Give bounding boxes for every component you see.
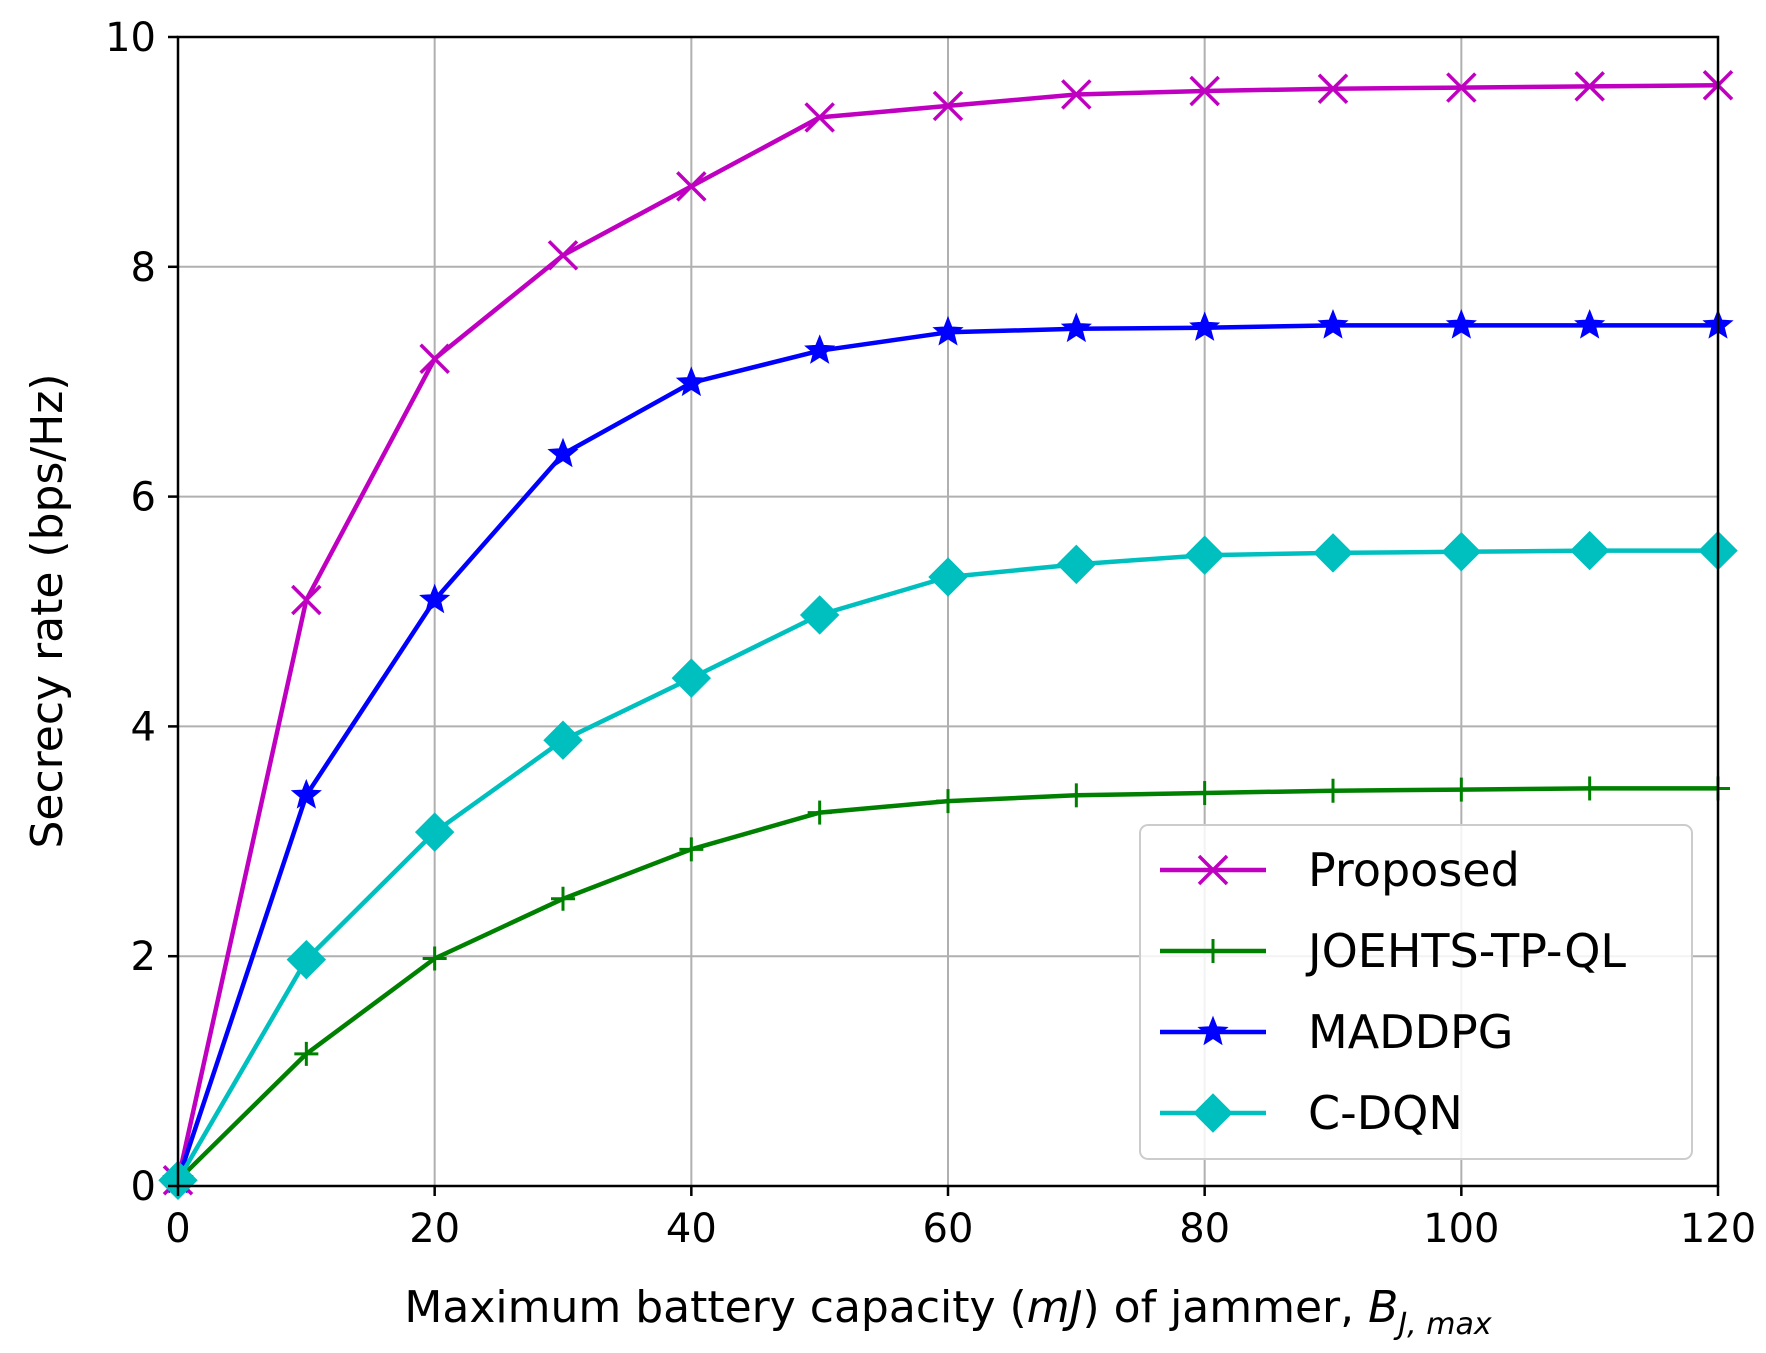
data-point-marker bbox=[547, 240, 579, 271]
data-point-marker bbox=[1060, 312, 1092, 343]
data-point-marker bbox=[551, 886, 575, 911]
data-point-marker bbox=[1321, 778, 1345, 803]
data-point-marker bbox=[419, 583, 451, 614]
data-point-marker bbox=[932, 315, 964, 346]
data-point-marker bbox=[928, 557, 968, 597]
legend-swatch-marker bbox=[1201, 939, 1225, 963]
legend-label: C-DQN bbox=[1308, 1086, 1463, 1140]
x-axis-label-unit: mJ bbox=[1027, 1282, 1083, 1333]
data-point-marker bbox=[1574, 71, 1605, 102]
x-tick-label: 120 bbox=[1680, 1206, 1756, 1252]
legend-swatch-marker bbox=[1197, 854, 1229, 886]
data-point-marker bbox=[932, 90, 964, 122]
legend-item: C-DQN bbox=[1160, 1086, 1463, 1140]
legend-label: Proposed bbox=[1308, 843, 1520, 897]
legend-swatch-marker bbox=[1193, 1093, 1233, 1133]
y-tick-label: 8 bbox=[131, 245, 156, 291]
x-tick-label: 100 bbox=[1423, 1206, 1499, 1252]
data-point-marker bbox=[1061, 79, 1092, 110]
data-point-marker bbox=[547, 437, 579, 468]
data-point-marker bbox=[291, 584, 322, 616]
data-point-marker bbox=[1064, 783, 1089, 808]
data-point-marker bbox=[1569, 530, 1610, 571]
legend-label: JOEHTS-TP-QL bbox=[1305, 924, 1626, 978]
data-point-marker bbox=[1184, 535, 1225, 575]
data-point-marker bbox=[1445, 309, 1477, 339]
data-point-marker bbox=[1189, 311, 1221, 341]
data-point-marker bbox=[1446, 72, 1477, 103]
data-point-marker bbox=[675, 366, 707, 397]
y-tick-label: 10 bbox=[105, 15, 156, 61]
data-point-marker bbox=[679, 837, 704, 862]
data-point-marker bbox=[804, 102, 835, 133]
y-tick-label: 0 bbox=[131, 1164, 156, 1210]
legend-box bbox=[1139, 824, 1693, 1160]
data-point-marker bbox=[936, 789, 960, 814]
data-point-marker bbox=[1441, 532, 1482, 572]
legend-swatch-marker bbox=[1197, 1015, 1229, 1046]
data-point-marker bbox=[1056, 544, 1097, 585]
y-axis-label: Secrecy rate (bps/Hz) bbox=[22, 373, 73, 848]
data-point-marker bbox=[422, 946, 447, 971]
series-joehts-tp-ql bbox=[166, 776, 1730, 1193]
x-tick-label: 20 bbox=[409, 1206, 460, 1252]
data-point-marker bbox=[286, 939, 327, 980]
data-point-marker bbox=[1317, 73, 1349, 104]
data-point-marker bbox=[1313, 533, 1353, 573]
data-point-marker bbox=[671, 658, 712, 698]
y-tick-label: 2 bbox=[131, 934, 156, 980]
data-point-marker bbox=[1189, 75, 1220, 107]
x-axis-label: Maximum battery capacity (mJ) of jammer,… bbox=[404, 1282, 1491, 1342]
series-layer bbox=[158, 70, 1738, 1200]
data-point-marker bbox=[1574, 309, 1606, 339]
data-point-marker bbox=[804, 334, 836, 364]
data-point-marker bbox=[294, 1041, 319, 1066]
data-point-marker bbox=[414, 812, 455, 852]
legend-item: MADDPG bbox=[1160, 1005, 1513, 1059]
y-tick-label: 6 bbox=[131, 475, 156, 521]
series-proposed bbox=[162, 70, 1734, 1196]
data-point-marker bbox=[799, 595, 840, 635]
x-axis-label-mid: ) of jammer, bbox=[1083, 1282, 1369, 1333]
x-axis-label-text: Maximum battery capacity ( bbox=[404, 1282, 1026, 1333]
data-point-marker bbox=[543, 720, 583, 760]
x-axis-label-subscript: J, max bbox=[1393, 1307, 1492, 1342]
data-point-marker bbox=[1317, 309, 1349, 339]
x-tick-label: 40 bbox=[666, 1206, 717, 1252]
axis-ticks: 0 20 40 60 80 100 120 0 2 4 6 8 10 bbox=[105, 15, 1756, 1252]
y-tick-label: 4 bbox=[131, 704, 156, 750]
data-point-marker bbox=[290, 778, 322, 809]
data-point-marker bbox=[807, 800, 832, 825]
data-point-marker bbox=[676, 171, 707, 202]
series-c-dqn bbox=[158, 530, 1738, 1200]
legend-label: MADDPG bbox=[1308, 1005, 1513, 1059]
legend-item: Proposed bbox=[1160, 843, 1520, 897]
x-axis-label-symbol: B bbox=[1368, 1282, 1398, 1333]
data-point-marker bbox=[1449, 777, 1474, 802]
x-tick-label: 80 bbox=[1179, 1206, 1230, 1252]
data-point-marker bbox=[419, 343, 450, 374]
legend: Proposed JOEHTS-TP-QL MADDPG C-DQN bbox=[1139, 824, 1693, 1160]
data-point-marker bbox=[1577, 776, 1602, 801]
data-point-marker bbox=[1192, 781, 1217, 806]
legend-item: JOEHTS-TP-QL bbox=[1160, 924, 1626, 978]
x-tick-label: 60 bbox=[923, 1206, 974, 1252]
x-tick-label: 0 bbox=[165, 1206, 190, 1252]
